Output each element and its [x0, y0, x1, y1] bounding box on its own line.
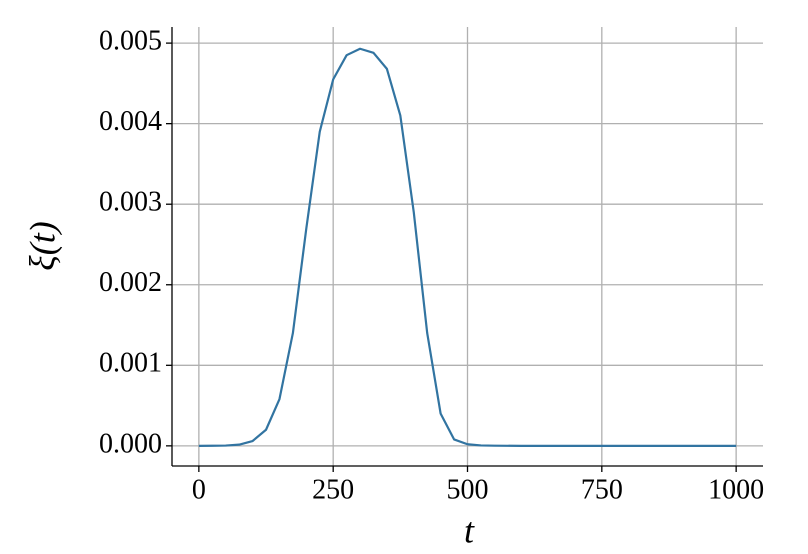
y-tick-label: 0.003: [99, 187, 162, 218]
x-tick-label: 0: [192, 474, 206, 505]
x-tick-label: 500: [447, 474, 489, 505]
y-tick-label: 0.004: [99, 106, 162, 137]
line-series: [198, 47, 737, 447]
y-tick-label: 0.001: [99, 348, 162, 379]
x-axis-label: t: [464, 510, 475, 550]
x-tick-label: 1000: [708, 474, 764, 505]
y-tick-label: 0.002: [99, 267, 162, 298]
x-tick-label: 250: [312, 474, 354, 505]
y-tick-label: 0.000: [99, 428, 162, 459]
x-tick-label: 750: [581, 474, 623, 505]
y-tick-label: 0.005: [99, 26, 162, 57]
y-axis-label: ξ(t): [22, 221, 62, 270]
